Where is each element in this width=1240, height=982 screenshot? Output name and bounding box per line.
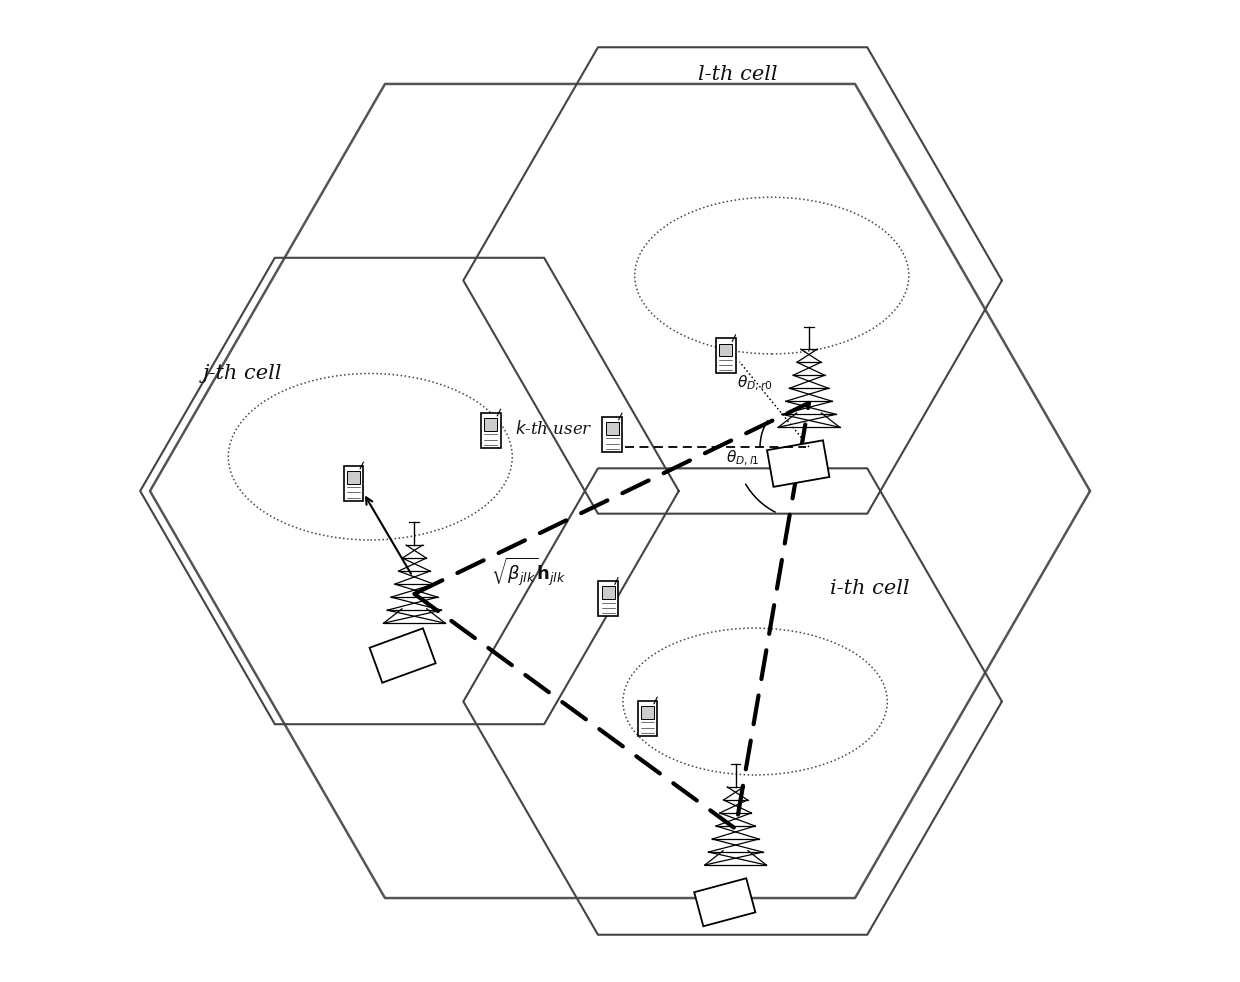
Polygon shape [694,878,755,926]
Bar [641,706,653,719]
Bar [601,586,615,599]
Bar [637,701,657,736]
Text: i-th cell: i-th cell [830,579,909,598]
Bar [481,412,501,448]
Text: j-th cell: j-th cell [203,364,283,383]
Polygon shape [370,628,435,682]
Text: $\theta_{D,r0}$: $\theta_{D,r0}$ [738,373,773,393]
Bar [605,422,619,435]
Bar [719,344,733,356]
Bar [599,581,618,616]
Text: $k$-th user: $k$-th user [515,420,593,439]
Bar [347,470,360,483]
Bar [603,416,622,452]
Bar [715,339,735,373]
Bar [343,465,363,501]
Polygon shape [768,440,830,487]
Text: $\theta_{D,l1}$: $\theta_{D,l1}$ [725,449,759,468]
Text: l-th cell: l-th cell [698,66,777,84]
Text: $\sqrt{\beta_{jlk}}\mathbf{h}_{jlk}$: $\sqrt{\beta_{jlk}}\mathbf{h}_{jlk}$ [491,555,565,587]
Bar [484,418,497,431]
